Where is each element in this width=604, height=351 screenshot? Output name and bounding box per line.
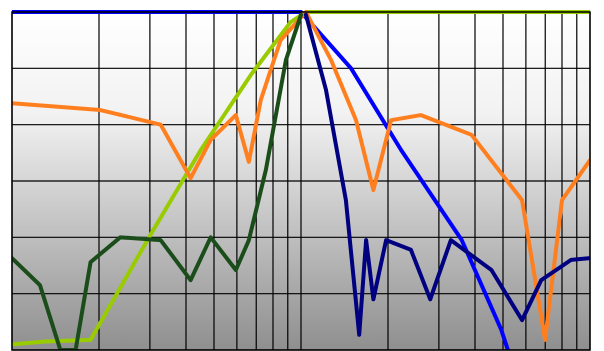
series-line <box>12 12 303 350</box>
plot-border <box>11 11 591 351</box>
series-line <box>303 12 590 337</box>
series-line <box>12 10 590 342</box>
